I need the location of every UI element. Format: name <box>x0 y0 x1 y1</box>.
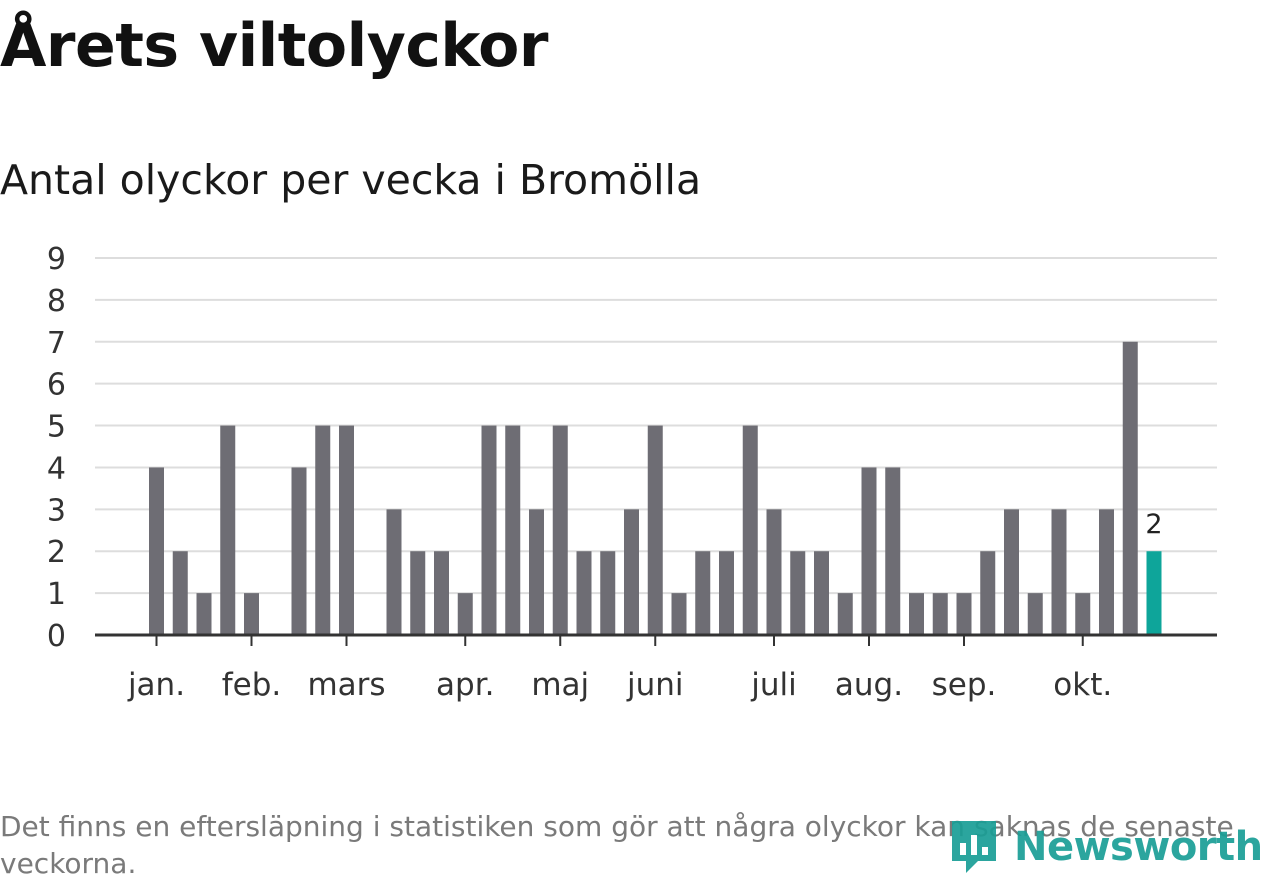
chart-subtitle: Antal olyckor per vecka i Bromölla <box>0 156 702 204</box>
x-tick-label: mars <box>307 667 385 703</box>
bar <box>719 551 734 635</box>
y-tick-label: 0 <box>47 619 66 654</box>
y-tick-label: 7 <box>47 326 66 361</box>
bar <box>600 551 616 635</box>
x-tick-label: juli <box>750 667 797 703</box>
bar <box>790 551 806 635</box>
bar <box>576 551 592 635</box>
bar <box>196 593 212 635</box>
bar <box>481 425 497 635</box>
x-tick-label: apr. <box>436 667 494 703</box>
newsworthy-logo-text: Newsworthy <box>1014 824 1262 870</box>
bar-chart: 0 1 2 3 4 5 6 7 8 9 2 jan. feb. mars apr. maj juni juli au… <box>47 242 1217 703</box>
bar <box>861 467 877 635</box>
bar <box>956 593 972 635</box>
bar <box>244 593 259 635</box>
x-tick-label: sep. <box>932 667 997 703</box>
bar <box>1004 509 1019 635</box>
x-tick-label: maj <box>531 667 589 703</box>
y-tick-label: 9 <box>47 242 66 277</box>
x-tick-label: aug. <box>835 667 903 703</box>
newsworthy-logo: Newsworthy <box>948 816 1262 878</box>
bar <box>410 551 426 635</box>
bar <box>220 425 236 635</box>
y-tick-label: 2 <box>47 535 66 570</box>
gridlines <box>95 257 1217 595</box>
bars <box>149 341 1162 635</box>
y-tick-label: 5 <box>47 410 66 445</box>
y-tick-label: 1 <box>47 577 66 612</box>
newsworthy-logo-icon <box>952 821 996 873</box>
bar <box>909 593 924 635</box>
bar <box>742 425 758 635</box>
bar <box>434 551 449 635</box>
y-tick-label: 4 <box>47 451 66 486</box>
axes <box>95 633 1217 646</box>
x-tick-label: juni <box>626 667 684 703</box>
bar <box>149 467 164 635</box>
bar <box>1075 593 1091 635</box>
bar <box>647 425 663 635</box>
chart-title: Årets viltolyckor <box>0 11 549 81</box>
highlighted-bar <box>1146 551 1162 635</box>
y-tick-label: 8 <box>47 284 66 319</box>
bar <box>671 593 687 635</box>
bar <box>814 551 829 635</box>
bar <box>1099 509 1114 635</box>
bar <box>339 425 354 635</box>
labels: 0 1 2 3 4 5 6 7 8 9 2 jan. feb. mars apr. maj juni juli au… <box>47 242 1163 703</box>
bar <box>386 509 402 635</box>
y-tick-label: 6 <box>47 368 66 403</box>
bar <box>837 593 853 635</box>
y-tick-label: 3 <box>47 493 66 528</box>
bar <box>457 593 473 635</box>
bar <box>624 509 639 635</box>
bar <box>529 509 544 635</box>
bar <box>695 551 711 635</box>
bar <box>885 467 901 635</box>
bar <box>505 425 521 635</box>
bar <box>932 593 948 635</box>
footnote: Det finns en eftersläpning i statistiken… <box>0 810 1234 879</box>
x-tick-label: okt. <box>1053 667 1112 703</box>
x-tick-label: feb. <box>222 667 282 703</box>
bar <box>315 425 331 635</box>
data-label: 2 <box>1145 509 1162 540</box>
bar <box>1027 593 1043 635</box>
bar <box>552 425 568 635</box>
bar <box>291 467 307 635</box>
bar <box>172 551 188 635</box>
bar <box>1051 509 1067 635</box>
x-tick-label: jan. <box>127 667 185 703</box>
bar <box>980 551 996 635</box>
bar <box>766 509 782 635</box>
bar <box>1122 341 1138 635</box>
